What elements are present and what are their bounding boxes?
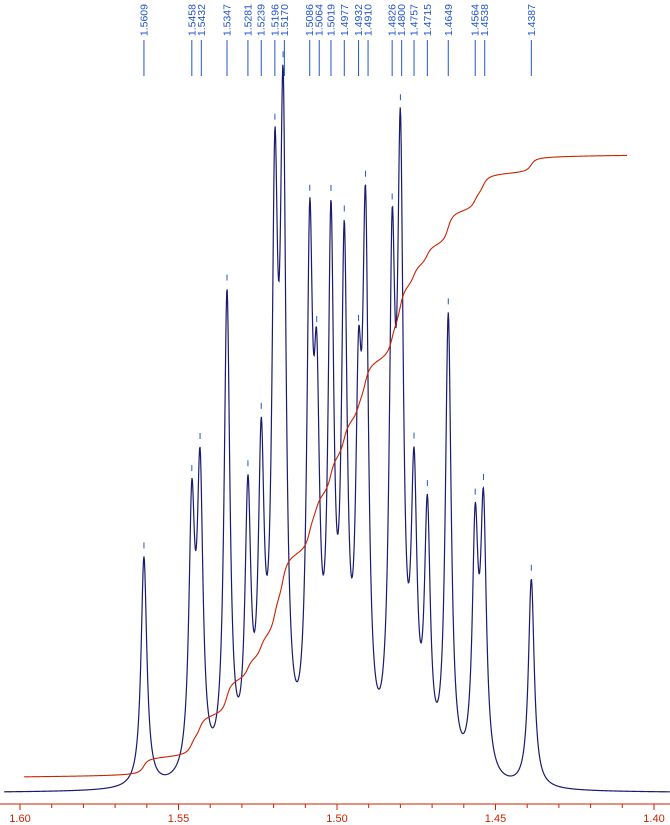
peak-label: 1.5432 [196, 4, 208, 36]
integral-curve [24, 154, 628, 778]
peak-label: 1.5281 [242, 4, 254, 36]
peak-label: 1.4826 [387, 4, 399, 36]
peak-label: 1.4387 [526, 4, 538, 36]
peak-label: 1.4977 [339, 4, 351, 36]
peak-label: 1.4910 [363, 4, 375, 36]
peak-label: 1.4800 [396, 4, 408, 36]
peak-label: 1.5196 [269, 4, 281, 36]
peak-label: 1.5170 [279, 4, 291, 36]
peak-marker-layer [143, 51, 532, 571]
peak-label: 1.4932 [353, 4, 365, 36]
peak-label: 1.5347 [222, 4, 234, 36]
peak-label: 1.5064 [314, 4, 326, 36]
peak-label: 1.4538 [479, 4, 491, 36]
peak-label: 1.5239 [256, 4, 268, 36]
peak-label: 1.4649 [443, 4, 455, 36]
spectrum-line [4, 64, 670, 793]
peak-label: 1.4715 [422, 4, 434, 36]
peak-label: 1.4757 [409, 4, 421, 36]
x-tick-label: 1.45 [485, 813, 506, 825]
x-tick-label: 1.60 [9, 813, 30, 825]
x-tick-label: 1.50 [326, 813, 347, 825]
x-axis-ticks: 1.60 1.55 1.50 1.45 1.40 [9, 804, 665, 825]
x-tick-label: 1.40 [643, 813, 664, 825]
peak-label: 1.5086 [304, 4, 316, 36]
x-tick-label: 1.55 [168, 813, 189, 825]
peak-label: 1.4564 [470, 4, 482, 36]
peak-label: 1.5609 [138, 4, 150, 36]
peak-label: 1.5458 [186, 4, 198, 36]
peak-label: 1.5019 [325, 4, 337, 36]
